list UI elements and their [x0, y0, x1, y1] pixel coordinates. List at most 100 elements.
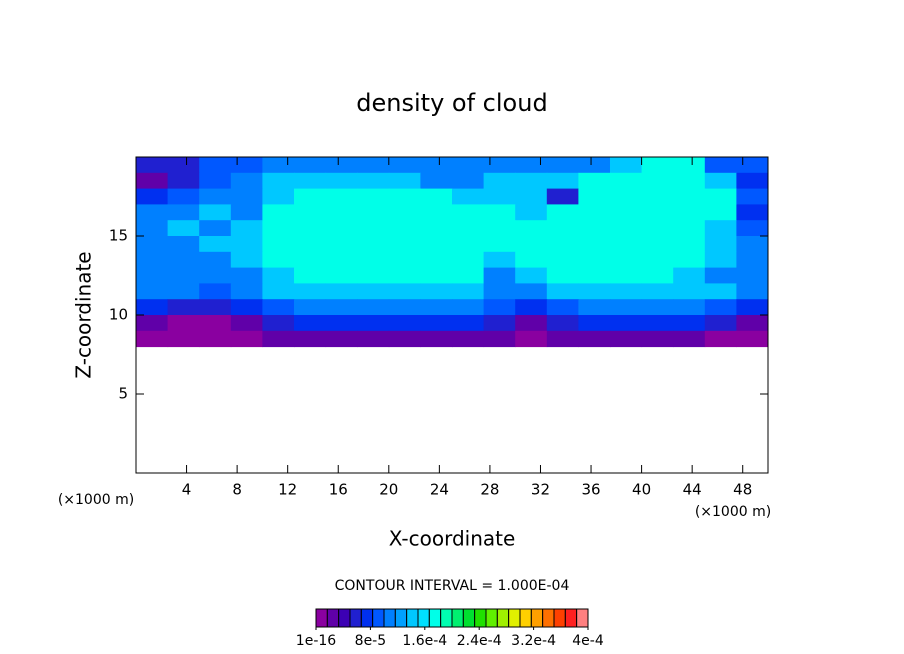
- cell: [452, 267, 485, 284]
- cell: [515, 267, 548, 284]
- cell: [357, 204, 390, 221]
- cell: [546, 283, 579, 300]
- cell: [515, 315, 548, 332]
- colorbar-box: [474, 608, 487, 628]
- cell: [704, 267, 737, 284]
- cell: [262, 236, 295, 253]
- cell: [483, 251, 516, 269]
- cell: [641, 283, 674, 300]
- cell: [610, 267, 643, 284]
- cell: [294, 172, 327, 190]
- cell: [420, 172, 453, 190]
- x-tick-label: 32: [531, 481, 550, 499]
- cell: [325, 251, 358, 269]
- cell: [167, 267, 200, 284]
- cell: [357, 172, 390, 190]
- cell: [483, 157, 516, 174]
- cell: [483, 220, 516, 237]
- cell: [388, 283, 421, 300]
- cell: [515, 220, 548, 237]
- cell: [483, 283, 516, 300]
- x-tick-label: 36: [581, 481, 600, 499]
- cell: [610, 236, 643, 253]
- cell: [294, 220, 327, 237]
- cell: [357, 220, 390, 237]
- cell: [546, 157, 579, 174]
- cell: [230, 283, 263, 300]
- cell: [515, 283, 548, 300]
- x-unit: (×1000 m): [695, 504, 771, 520]
- cell: [736, 172, 769, 190]
- cell: [736, 299, 769, 316]
- colorbar-box: [564, 608, 578, 628]
- cell: [736, 251, 769, 269]
- cell: [199, 267, 232, 284]
- x-tick-label: 4: [182, 481, 192, 499]
- cell: [610, 220, 643, 237]
- cell: [515, 188, 548, 205]
- cell: [199, 330, 232, 348]
- cell: [230, 267, 263, 284]
- cell: [736, 204, 769, 221]
- cell: [673, 172, 706, 190]
- cell: [199, 299, 232, 316]
- cell: [673, 283, 706, 300]
- cell: [420, 188, 453, 205]
- cell: [136, 283, 169, 300]
- cell: [230, 299, 263, 316]
- colorbar-box: [451, 608, 464, 628]
- cell: [199, 204, 232, 221]
- cell: [515, 299, 548, 316]
- cell: [452, 236, 485, 253]
- cell: [641, 315, 674, 332]
- cell: [325, 172, 358, 190]
- cell: [167, 157, 200, 174]
- cell: [546, 220, 579, 237]
- cell: [420, 299, 453, 316]
- cell: [420, 283, 453, 300]
- colorbar-box: [553, 608, 566, 628]
- cell: [199, 220, 232, 237]
- cell: [452, 204, 485, 221]
- cell: [452, 315, 485, 332]
- cell: [420, 236, 453, 253]
- cell: [136, 172, 169, 190]
- cell: [136, 220, 169, 237]
- cell: [388, 267, 421, 284]
- cell: [230, 330, 263, 348]
- cell: [325, 299, 358, 316]
- cell: [546, 188, 579, 205]
- cell: [230, 188, 263, 205]
- cell: [546, 236, 579, 253]
- cell: [388, 172, 421, 190]
- cell: [136, 330, 169, 348]
- cell: [388, 204, 421, 221]
- cell: [420, 204, 453, 221]
- cell: [452, 330, 485, 348]
- cell: [673, 204, 706, 221]
- colorbar-box: [326, 608, 340, 628]
- cell: [452, 172, 485, 190]
- cell: [262, 220, 295, 237]
- cell: [420, 330, 453, 348]
- cell: [325, 315, 358, 332]
- cell: [578, 204, 611, 221]
- colorbar-tick-label: 1e-16: [296, 633, 336, 649]
- cell: [736, 236, 769, 253]
- cell: [230, 220, 263, 237]
- cell: [294, 157, 327, 174]
- cell: [294, 315, 327, 332]
- cell: [420, 267, 453, 284]
- cell: [483, 315, 516, 332]
- cell: [357, 251, 390, 269]
- cell: [136, 315, 169, 332]
- cell: [294, 299, 327, 316]
- y-unit: (×1000 m): [58, 492, 134, 508]
- cell: [736, 283, 769, 300]
- colorbar-box: [485, 608, 498, 628]
- cell: [610, 172, 643, 190]
- cell: [704, 283, 737, 300]
- cell: [388, 315, 421, 332]
- cell: [641, 251, 674, 269]
- cell: [546, 251, 579, 269]
